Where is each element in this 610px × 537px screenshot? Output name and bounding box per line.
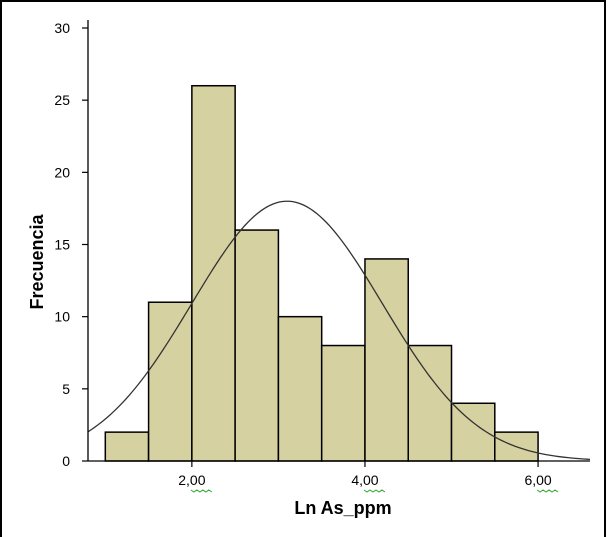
histogram-bar-7: [364, 258, 409, 462]
y-tick-label-0: 0: [62, 453, 70, 469]
histogram-bar-5: [277, 315, 323, 462]
histogram-bar-6: [320, 344, 366, 462]
bars-group: [104, 84, 539, 462]
x-tick-label-4,00: 4,00: [351, 472, 378, 488]
x-tick-label-6,00: 6,00: [524, 472, 551, 488]
histogram-bar-9: [450, 402, 496, 462]
normal-curve: [87, 200, 591, 460]
histogram-bar-8: [407, 344, 453, 462]
y-tick-label-25: 25: [54, 92, 70, 108]
y-tick-label-30: 30: [54, 20, 70, 36]
y-tick-label-5: 5: [62, 381, 70, 397]
y-axis-title: Frecuencia: [27, 213, 47, 309]
spellcheck-underline: [190, 489, 213, 493]
x-axis-title: Ln As_ppm: [294, 498, 391, 518]
histogram-bar-1: [104, 431, 150, 462]
histogram-bar-2: [147, 301, 193, 462]
histogram-bar-4: [234, 229, 280, 462]
y-tick-label-20: 20: [54, 164, 70, 180]
x-tick-label-2,00: 2,00: [178, 472, 205, 488]
y-tick-label-10: 10: [54, 309, 70, 325]
spellcheck-underline: [363, 489, 386, 493]
histogram-bar-3: [191, 84, 236, 462]
spellcheck-underline: [536, 489, 559, 493]
axes-group: 0 5 10 15 20 25 30 2,00 4,00 6,00: [54, 20, 590, 493]
y-tick-label-15: 15: [54, 237, 70, 253]
